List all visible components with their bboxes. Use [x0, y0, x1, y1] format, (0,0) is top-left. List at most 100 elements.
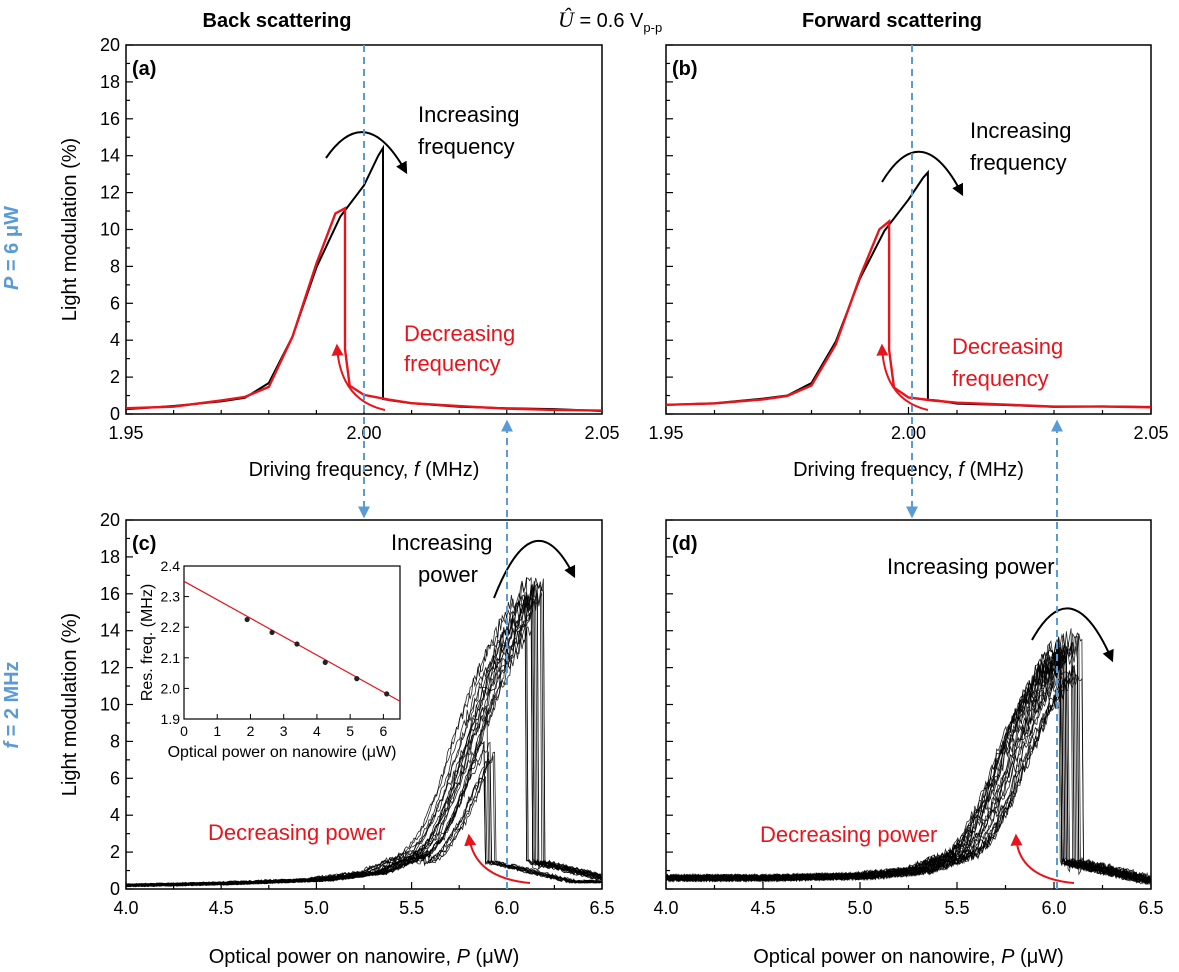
- x-tick-label: 4.0: [653, 898, 678, 918]
- annotation-decreasing: Decreasing: [952, 334, 1063, 359]
- voltage-symbol: Û: [558, 7, 576, 32]
- sweep-trace: [126, 755, 602, 888]
- annotation-increasing: Increasing power: [887, 554, 1055, 579]
- y-axis-label: Light modulation (%): [59, 613, 81, 796]
- x-tick-label: 6.5: [1138, 898, 1163, 918]
- voltage-eq: = 0.6 V: [574, 10, 644, 32]
- x-axis-label: Optical power on nanowire, P (μW): [209, 946, 520, 968]
- inset-x-tick-label: 5: [346, 723, 354, 739]
- annotation-increasing: power: [418, 562, 478, 587]
- increasing-arrow: [325, 131, 408, 175]
- sweep-trace: [126, 740, 602, 887]
- inset-y-tick-label: 2.3: [161, 589, 181, 605]
- inset-y-tick-label: 1.9: [161, 711, 181, 727]
- y-tick-label: 20: [100, 35, 120, 55]
- y-tick-label: 4: [110, 805, 120, 825]
- annotation-increasing: Increasing: [391, 530, 493, 555]
- x-tick-label: 4.5: [750, 898, 775, 918]
- x-tick-label: 6.5: [589, 898, 614, 918]
- annotation-decreasing: frequency: [952, 366, 1049, 391]
- y-tick-label: 10: [100, 695, 120, 715]
- x-tick-label: 5.5: [944, 898, 969, 918]
- y-tick-label: 14: [100, 146, 120, 166]
- y-tick-label: 8: [110, 256, 120, 276]
- annotation-increasing: frequency: [418, 134, 515, 159]
- series-line-red: [126, 206, 602, 412]
- data-layer: [126, 577, 602, 888]
- panel-label: (b): [672, 58, 698, 80]
- inset-x-axis-label: Optical power on nanowire (μW): [168, 744, 397, 761]
- y-tick-label: 16: [100, 109, 120, 129]
- y-tick-label: 2: [110, 842, 120, 862]
- inset-point: [269, 629, 275, 636]
- x-tick-label: 4.0: [113, 898, 138, 918]
- voltage-sub: p-p: [643, 20, 662, 35]
- y-axis-label: Light modulation (%): [59, 138, 81, 321]
- header-back-scattering: Back scattering: [203, 10, 352, 32]
- y-tick-label: 0: [110, 404, 120, 424]
- x-tick-label: 2.00: [891, 423, 926, 443]
- x-tick-label: 2.05: [1133, 423, 1168, 443]
- sweep-trace: [126, 741, 602, 888]
- annotation-increasing: frequency: [970, 150, 1067, 175]
- increasing-arrow: [493, 539, 576, 599]
- inset-y-axis-label: Res. freq. (MHz): [139, 584, 156, 701]
- panel-label: (a): [132, 58, 156, 80]
- y-tick-label: 0: [110, 879, 120, 899]
- series-line-black: [666, 169, 1151, 408]
- decreasing-arrow: [331, 343, 386, 411]
- x-axis-label: Driving frequency, f (MHz): [793, 459, 1024, 481]
- data-layer: [126, 144, 602, 412]
- inset-y-tick-label: 2.0: [161, 680, 181, 696]
- x-tick-label: 2.05: [584, 423, 619, 443]
- row-label-bottom: f = 2 MHz: [1, 661, 23, 748]
- y-tick-label: 10: [100, 220, 120, 240]
- inset-point: [294, 641, 300, 647]
- voltage-label: Û = 0.6 Vp-p: [558, 7, 662, 35]
- inset-point: [322, 659, 328, 665]
- x-tick-label: 1.95: [648, 423, 683, 443]
- inset-point: [354, 676, 360, 682]
- inset-point: [244, 616, 250, 623]
- y-tick-label: 6: [110, 768, 120, 788]
- y-tick-label: 18: [100, 547, 120, 567]
- decreasing-arrow: [1010, 833, 1075, 884]
- sweep-trace: [126, 706, 602, 887]
- sweep-trace: [666, 632, 1151, 883]
- increasing-arrow: [881, 150, 964, 197]
- y-tick-label: 16: [100, 584, 120, 604]
- sweep-trace: [126, 741, 602, 887]
- x-tick-label: 5.5: [399, 898, 424, 918]
- annotation-decreasing: frequency: [404, 351, 501, 376]
- panel-label: (d): [672, 533, 698, 555]
- x-tick-label: 5.0: [304, 898, 329, 918]
- inset-y-tick-label: 2.2: [161, 619, 181, 635]
- y-tick-label: 18: [100, 72, 120, 92]
- y-tick-label: 8: [110, 731, 120, 751]
- panel-b: 1.95 2.00 2.05 Driving frequency, f (MHz) (b…: [648, 44, 1169, 481]
- series-line-red: [666, 218, 1151, 409]
- annotation-increasing: Increasing: [418, 102, 520, 127]
- annotation-increasing: Increasing: [970, 118, 1072, 143]
- plot-frame: [665, 44, 1152, 415]
- inset-x-tick-label: 1: [213, 723, 221, 739]
- x-tick-label: 6.0: [494, 898, 519, 918]
- x-axis-label: Driving frequency, f (MHz): [249, 459, 480, 481]
- annotation-decreasing: Decreasing power: [760, 822, 937, 847]
- y-tick-label: 6: [110, 293, 120, 313]
- inset-chart: 0 1 2 3 4 5 6 1.9 2.0 2.1 2.2 2.3 2.4 Optical power o…: [139, 558, 401, 761]
- y-tick-label: 4: [110, 330, 120, 350]
- y-tick-label: 20: [100, 510, 120, 530]
- inset-x-tick-label: 2: [247, 723, 255, 739]
- decreasing-arrow: [464, 833, 531, 884]
- inset-point: [384, 691, 390, 697]
- y-tick-label: 14: [100, 621, 120, 641]
- data-layer: [666, 169, 1151, 409]
- inset-fit-line: [183, 580, 401, 702]
- x-tick-label: 1.95: [108, 423, 143, 443]
- x-tick-label: 5.0: [847, 898, 872, 918]
- annotation-decreasing: Decreasing power: [208, 820, 385, 845]
